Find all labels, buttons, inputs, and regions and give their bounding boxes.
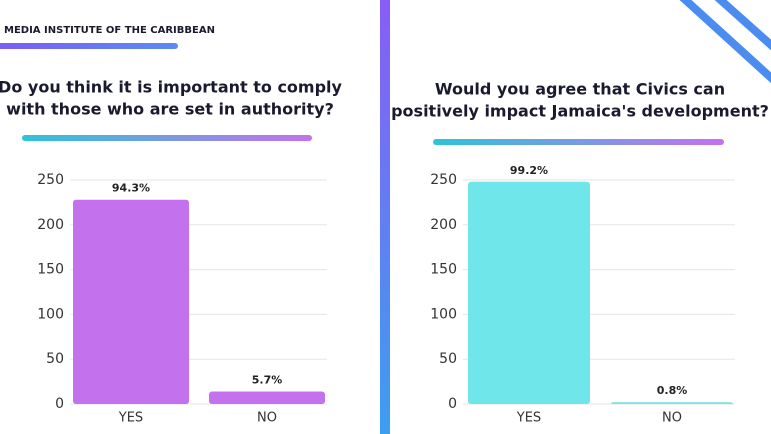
- value-label: 99.2%: [510, 164, 548, 177]
- y-tick-label: 0: [55, 396, 64, 412]
- y-tick-label: 50: [46, 351, 64, 367]
- divider: [380, 0, 390, 434]
- brand-underline: [0, 43, 178, 49]
- bar: [611, 402, 733, 404]
- y-tick-label: 250: [37, 172, 64, 188]
- brand: MEDIA INSTITUTE OF THE CARIBBEAN: [4, 25, 215, 36]
- title-underline: [22, 135, 312, 141]
- x-tick-label: NO: [662, 411, 682, 426]
- chart-title: with those who are set in authority?: [6, 100, 334, 119]
- y-tick-label: 0: [448, 396, 457, 412]
- y-tick-label: 100: [37, 306, 64, 322]
- x-tick-label: NO: [257, 411, 277, 426]
- y-tick-label: 100: [430, 306, 457, 322]
- value-label: 0.8%: [657, 384, 688, 397]
- y-tick-label: 150: [430, 262, 457, 278]
- y-tick-label: 150: [37, 262, 64, 278]
- x-tick-label: YES: [118, 411, 143, 426]
- stripe: [679, 0, 771, 84]
- bar: [73, 199, 189, 404]
- chart-title: Would you agree that Civics can: [435, 80, 725, 99]
- x-tick-label: YES: [516, 411, 541, 426]
- stripe: [714, 0, 771, 51]
- bar: [468, 181, 590, 404]
- y-tick-label: 50: [439, 351, 457, 367]
- value-label: 5.7%: [252, 373, 283, 386]
- y-tick-label: 250: [430, 172, 457, 188]
- chart-title: Do you think it is important to comply: [0, 78, 343, 97]
- value-label: 94.3%: [112, 182, 150, 195]
- chart-title: positively impact Jamaica's development?: [391, 102, 769, 121]
- y-tick-label: 200: [37, 217, 64, 233]
- title-underline: [433, 139, 724, 145]
- y-tick-label: 200: [430, 217, 457, 233]
- bar: [209, 391, 325, 404]
